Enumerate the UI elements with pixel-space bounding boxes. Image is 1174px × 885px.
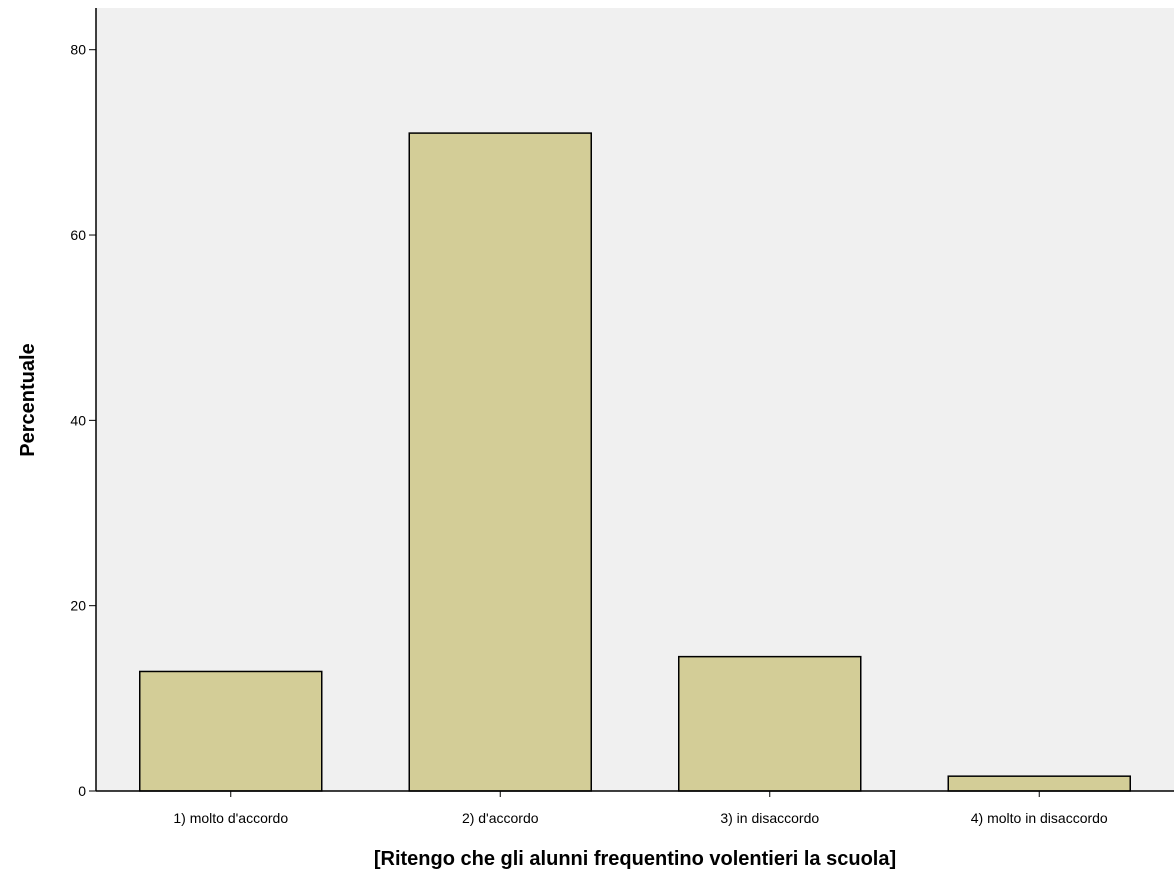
bar-4 bbox=[948, 776, 1130, 791]
y-tick-label: 40 bbox=[70, 412, 86, 428]
x-tick-label: 2) d'accordo bbox=[462, 810, 539, 826]
y-tick-label: 60 bbox=[70, 227, 86, 243]
y-tick-label: 20 bbox=[70, 598, 86, 614]
x-tick-label: 1) molto d'accordo bbox=[173, 810, 288, 826]
x-tick-label: 4) molto in disaccordo bbox=[971, 810, 1108, 826]
bar-3 bbox=[679, 657, 861, 791]
x-ticks-group: 1) molto d'accordo 2) d'accordo 3) in disa… bbox=[173, 791, 1108, 826]
y-axis-title: Percentuale bbox=[17, 343, 39, 456]
y-ticks-group: 0 20 40 60 80 bbox=[70, 42, 96, 799]
bar-2 bbox=[409, 133, 591, 791]
x-tick-label: 3) in disaccordo bbox=[720, 810, 819, 826]
y-tick-label: 80 bbox=[70, 42, 86, 58]
x-axis-title: [Ritengo che gli alunni frequentino vole… bbox=[374, 848, 896, 870]
bar-1 bbox=[140, 671, 322, 791]
y-tick-label: 0 bbox=[78, 783, 86, 799]
